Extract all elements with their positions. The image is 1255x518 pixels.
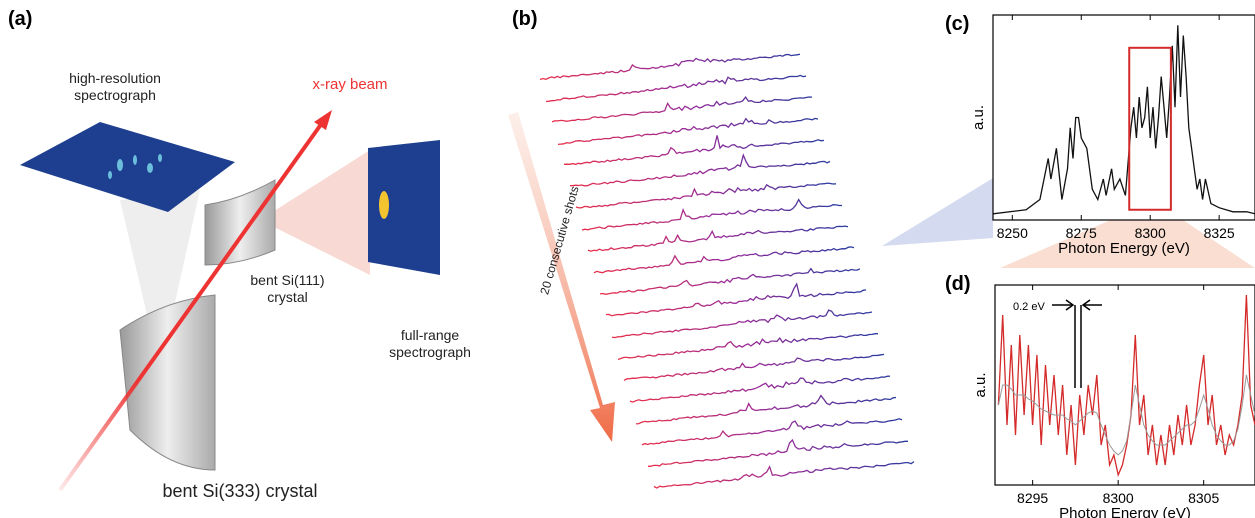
spectrum-trace	[588, 226, 848, 251]
spectrum-trace	[594, 247, 854, 273]
spectrum-trace	[612, 310, 872, 338]
spectrum-trace	[540, 54, 800, 79]
spectrum-trace	[600, 269, 860, 295]
si111-crystal	[205, 180, 275, 265]
x-tick-label: 8275	[1066, 225, 1097, 241]
spectrum-trace	[606, 284, 866, 316]
y-axis-label: a.u.	[970, 105, 987, 130]
spectrum-spot	[379, 191, 389, 219]
spectrum-trace	[630, 376, 890, 402]
x-tick-label: 8305	[1188, 490, 1219, 506]
spectrum-trace	[546, 75, 806, 101]
annotation: bent Si(333) crystal	[140, 481, 340, 501]
spectrum-trace	[648, 440, 908, 466]
panel-label: (c)	[945, 13, 969, 35]
x-axis-label: Photon Energy (eV)	[1059, 505, 1191, 518]
x-tick-label: 8325	[1204, 225, 1235, 241]
si333-crystal	[120, 295, 215, 470]
spectrum-trace	[570, 155, 830, 186]
panel-label: (b)	[512, 8, 538, 31]
panel-label: (d)	[945, 273, 971, 295]
spectrum-trace	[618, 334, 878, 360]
zoom-cone	[882, 178, 993, 246]
resolution-label: 0.2 eV	[1013, 301, 1045, 313]
spectrum-trace	[636, 396, 896, 424]
spectrum-trace	[552, 97, 812, 122]
light-cone	[260, 150, 370, 275]
spectrum-trace	[564, 135, 824, 164]
x-tick-label: 8295	[1017, 490, 1048, 506]
spectrum-trace	[654, 462, 914, 488]
x-axis-label: Photon Energy (eV)	[1058, 240, 1190, 257]
y-axis-label: a.u.	[972, 372, 989, 397]
x-tick-label: 8300	[1135, 225, 1166, 241]
waterfall	[540, 54, 914, 488]
fr-spectrograph	[368, 140, 440, 275]
figure-graphics: 8250 8275 8300 8325 Photon Energy (eV) a.u. (c…	[0, 0, 1255, 518]
spectrum-trace	[624, 354, 884, 380]
figure: 8250 8275 8300 8325 Photon Energy (eV) a.u. (c…	[0, 0, 1255, 518]
annotation: x-ray beam	[300, 76, 400, 93]
x-tick-label: 8300	[1103, 490, 1134, 506]
x-tick-label: 8250	[997, 225, 1028, 241]
spectrum-trace	[642, 419, 902, 445]
spectrum-trace	[558, 118, 818, 144]
panel-label: (a)	[8, 8, 32, 31]
hr-spectrograph	[20, 122, 235, 212]
shots-arrow	[508, 112, 615, 442]
annotation: high-resolution spectrograph	[45, 70, 185, 104]
annotation: full-range spectrograph	[385, 327, 475, 361]
annotation: bent Si(111) crystal	[245, 272, 330, 306]
spectrum-trace	[582, 200, 842, 230]
